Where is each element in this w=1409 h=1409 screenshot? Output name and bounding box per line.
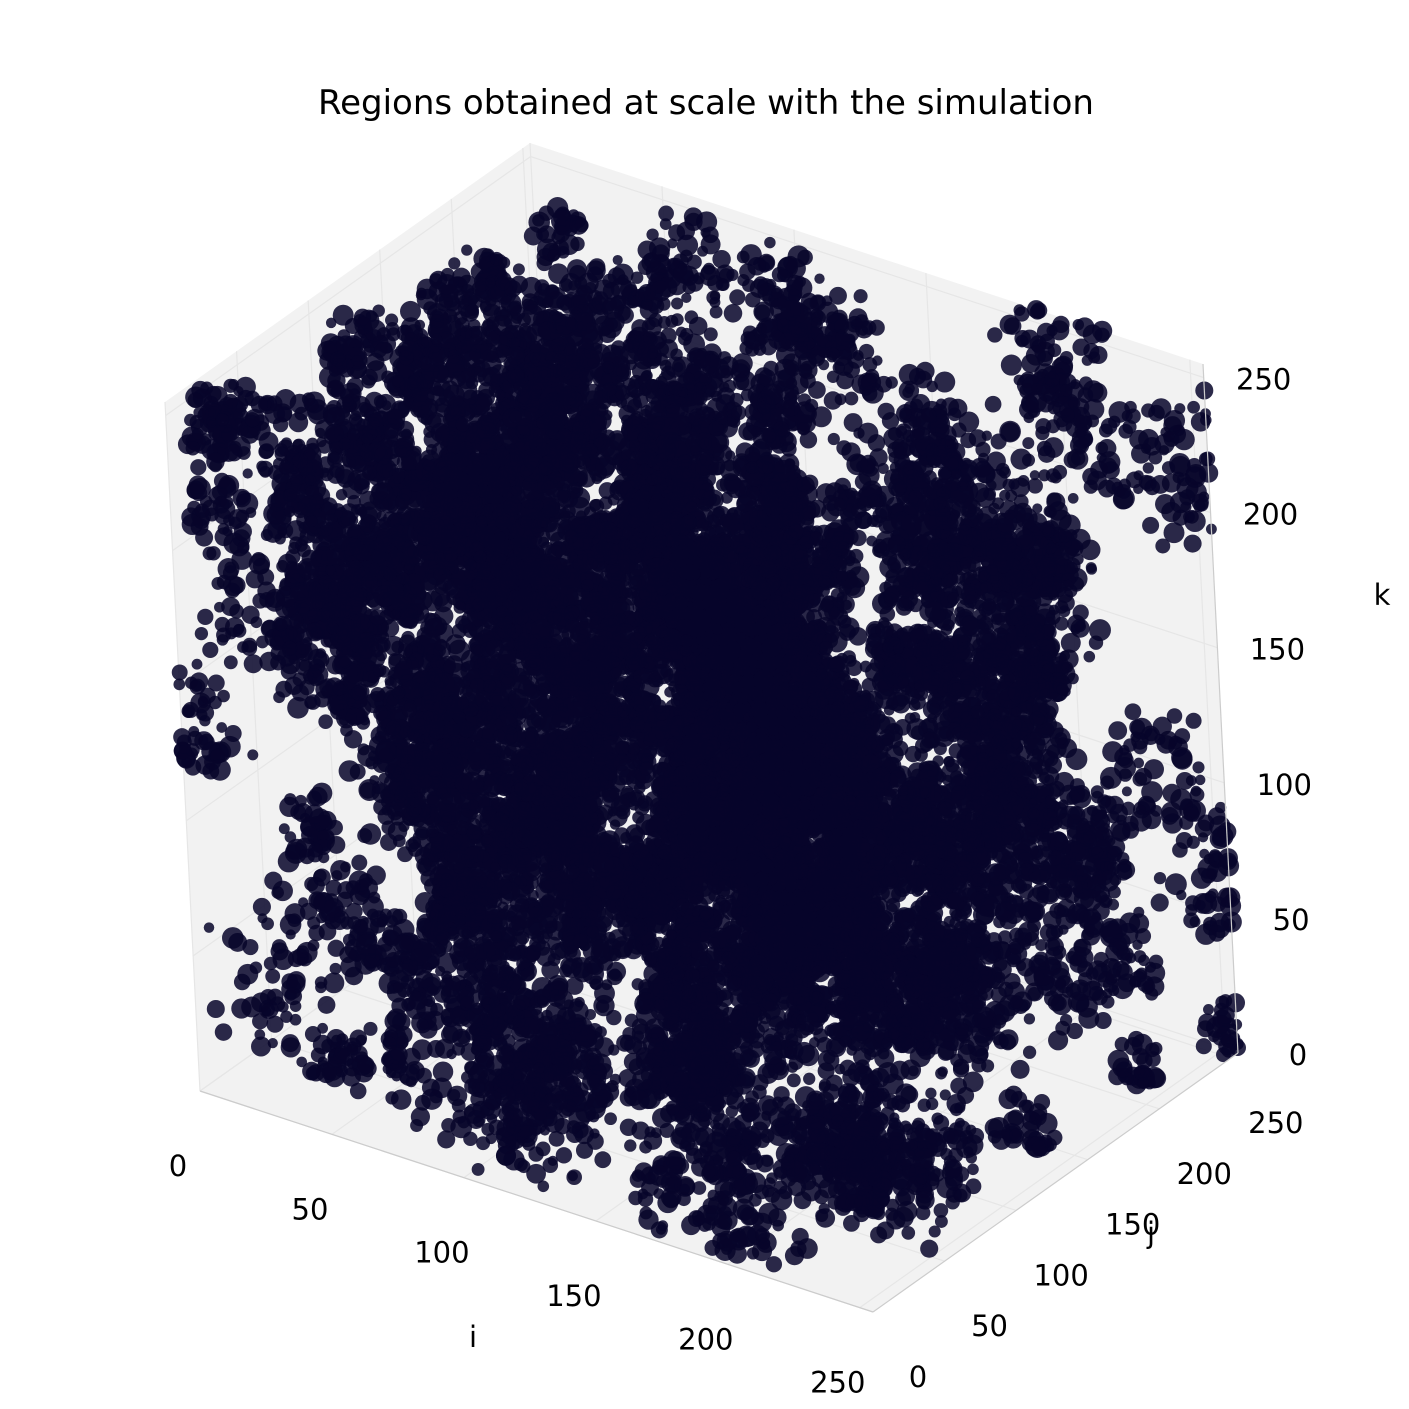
scatter-point	[247, 749, 259, 761]
scatter-point	[400, 300, 421, 322]
scatter-point	[1054, 616, 1069, 631]
scatter-point	[973, 1006, 996, 1029]
scatter-point	[935, 1067, 948, 1080]
scatter-point	[173, 741, 192, 760]
scatter-point	[1023, 1013, 1036, 1025]
scatter-point	[1072, 604, 1089, 621]
scatter-point	[763, 360, 779, 377]
scatter-point	[974, 1028, 993, 1048]
scatter-point	[877, 402, 895, 420]
scatter-point	[173, 728, 191, 746]
scatter-point	[738, 422, 757, 441]
scatter-point	[895, 1097, 911, 1113]
scatter-point	[823, 391, 843, 410]
scatter-point	[1083, 650, 1096, 663]
scatter-point	[219, 735, 241, 758]
scatter-point	[1105, 477, 1123, 495]
scatter-points	[171, 197, 1246, 1273]
scatter-point	[171, 664, 188, 681]
scatter-point	[867, 1070, 883, 1085]
scatter-point	[209, 759, 231, 781]
grid-z-left	[165, 156, 532, 416]
scatter-point	[1142, 462, 1154, 474]
scatter-point	[190, 679, 203, 692]
scatter-point	[1010, 1059, 1030, 1079]
scatter-point	[814, 1189, 829, 1205]
scatter-point	[1055, 1020, 1071, 1036]
scatter-point	[473, 247, 495, 270]
scatter-point	[1087, 470, 1107, 491]
scatter-point	[474, 277, 489, 292]
scatter-point	[733, 373, 750, 391]
scatter-point	[1121, 410, 1133, 422]
scatter-point	[723, 304, 743, 323]
scatter-point	[934, 371, 956, 393]
scatter-point	[731, 405, 747, 421]
scatter-point	[962, 1071, 984, 1093]
scatter-point	[182, 701, 199, 718]
scatter-point	[216, 722, 228, 733]
scatter-point	[199, 687, 216, 704]
scatter-point	[857, 422, 879, 444]
scatter-point	[1100, 417, 1118, 435]
scatter-point	[827, 432, 840, 446]
scatter-point	[187, 730, 203, 746]
scatter-point	[915, 361, 935, 381]
scatter-point	[217, 689, 230, 703]
scatter-point	[191, 658, 203, 670]
scatter-point	[902, 387, 914, 398]
scatter-point	[199, 715, 211, 727]
scatter-point	[173, 678, 186, 691]
scatter-point	[1022, 1045, 1037, 1059]
scatter-point	[489, 251, 504, 266]
grid-x-floor	[859, 1048, 1226, 1309]
scatter-point	[999, 1034, 1017, 1051]
scatter-point	[1095, 441, 1109, 455]
scatter-point	[598, 496, 613, 510]
scatter-point	[207, 674, 225, 692]
